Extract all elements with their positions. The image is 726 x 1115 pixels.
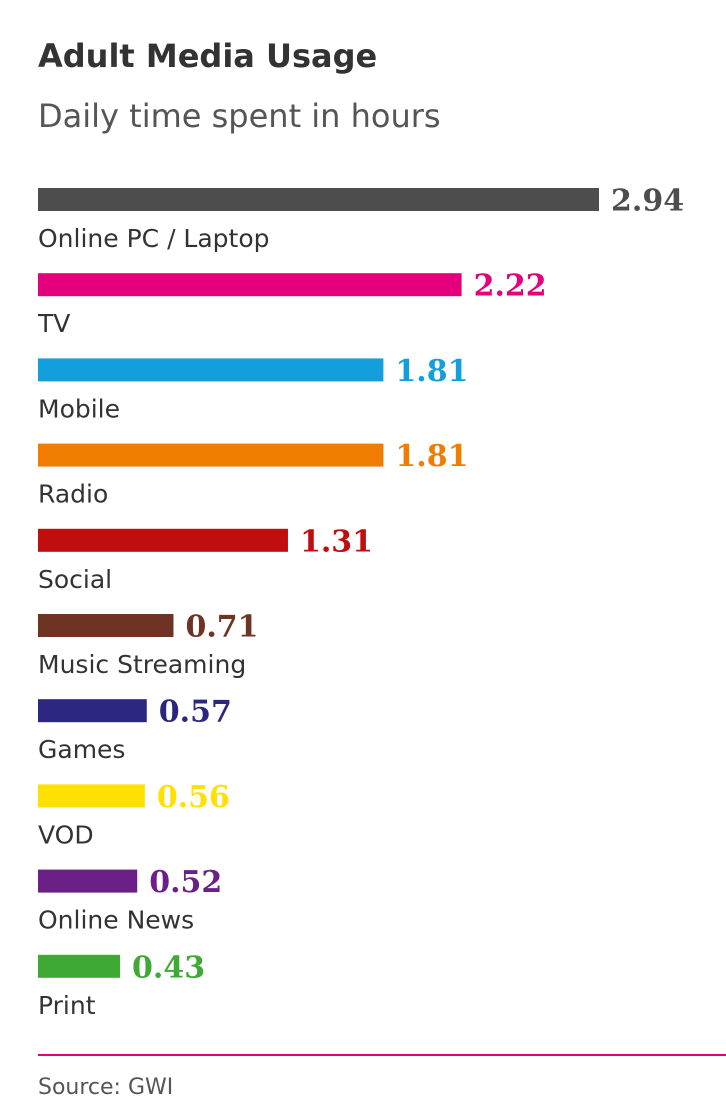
bar-games [38, 699, 147, 723]
bar-group-games: 0.57 Games [38, 695, 232, 764]
bar-online-pc-laptop [38, 188, 599, 211]
chart-subtitle: Daily time spent in hours [38, 97, 441, 135]
bar-vod [38, 784, 145, 808]
value-label-mobile: 1.81 [395, 354, 468, 389]
bar-online-news [38, 869, 138, 893]
bar-music-streaming [38, 614, 174, 637]
footer-divider [38, 1054, 726, 1056]
bar-group-print: 0.43 Print [38, 950, 205, 1020]
value-label-online-news: 0.52 [149, 865, 222, 900]
category-label-social: Social [38, 565, 112, 594]
value-label-print: 0.43 [132, 950, 205, 985]
value-label-radio: 1.81 [395, 439, 468, 474]
value-label-online-pc-laptop: 2.94 [611, 184, 684, 219]
category-label-music-streaming: Music Streaming [38, 650, 246, 679]
bar-group-online-news: 0.52 Online News [38, 865, 222, 935]
category-label-online-news: Online News [38, 906, 194, 935]
bar-tv [38, 273, 462, 297]
category-label-online-pc-laptop: Online PC / Laptop [38, 224, 270, 253]
value-label-games: 0.57 [159, 695, 232, 730]
category-label-tv: TV [37, 309, 70, 338]
value-label-music-streaming: 0.71 [185, 610, 258, 645]
category-label-games: Games [38, 735, 125, 764]
bar-group-radio: 1.81 Radio [38, 439, 468, 509]
bar-print [38, 954, 121, 978]
bar-group-tv: 2.22 TV [37, 269, 547, 339]
value-label-vod: 0.56 [157, 780, 230, 815]
source-note: Source: GWI [38, 1075, 174, 1100]
chart-title: Adult Media Usage [38, 37, 378, 75]
value-label-social: 1.31 [300, 524, 373, 559]
bar-group-mobile: 1.81 Mobile [38, 354, 468, 423]
category-label-radio: Radio [38, 480, 108, 509]
bar-group-vod: 0.56 VOD [38, 780, 230, 849]
value-label-tv: 2.22 [474, 269, 547, 304]
bar-social [38, 528, 288, 552]
bar-radio [38, 443, 384, 467]
bar-group-social: 1.31 Social [38, 524, 373, 594]
category-label-vod: VOD [38, 820, 94, 849]
bar-mobile [38, 358, 384, 382]
bar-group-music-streaming: 0.71 Music Streaming [38, 610, 259, 679]
bar-group-online-pc-laptop: 2.94 Online PC / Laptop [38, 184, 684, 253]
category-label-print: Print [38, 991, 96, 1020]
category-label-mobile: Mobile [38, 394, 120, 423]
